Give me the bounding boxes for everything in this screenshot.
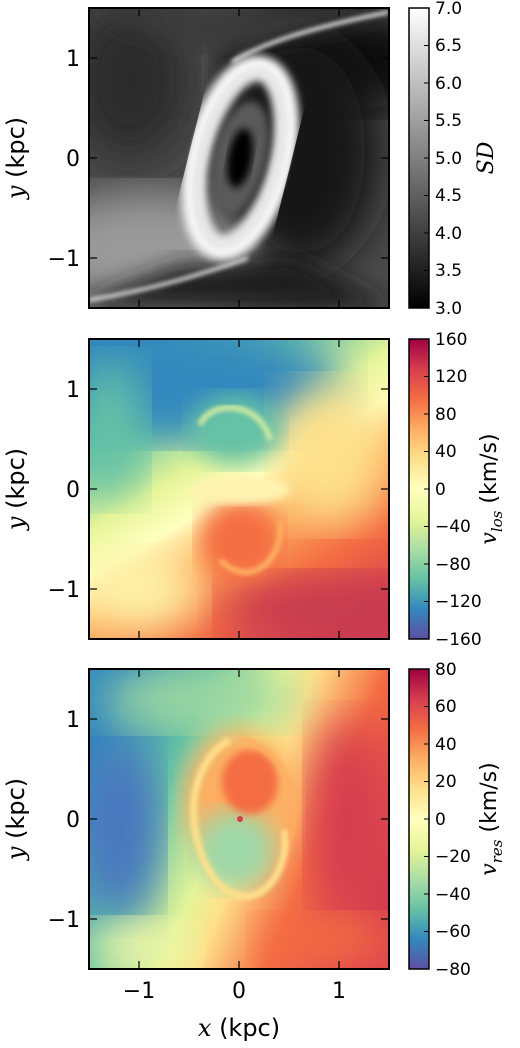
vlos-ytick-m1: −1 [48, 578, 80, 603]
sd-heatmap [89, 8, 389, 308]
sd-cbtick: 4.0 [435, 224, 462, 244]
vres-y-axis-label: y (kpc) [2, 778, 30, 861]
vres-xtick-1: 1 [332, 979, 346, 1004]
vlos-ytick-0: 0 [66, 478, 80, 503]
panel-vlos: 1 0 −1 y (kpc) 160 120 80 40 0 −40 −80 −… [2, 330, 506, 650]
vres-ticks [89, 669, 389, 969]
vlos-ticks [89, 339, 389, 639]
vres-xtick-m1: −1 [123, 979, 155, 1004]
vres-cbtick: −40 [435, 885, 471, 905]
vres-cbtick: 80 [435, 660, 457, 680]
sd-y-axis-label: y (kpc) [2, 117, 30, 200]
vres-cbtick: −20 [435, 847, 471, 867]
vres-heatmap [89, 669, 389, 969]
sd-cbtick: 6.5 [435, 36, 462, 56]
sd-ytick-1: 1 [66, 47, 80, 72]
vlos-cbtick: 80 [435, 405, 457, 425]
sd-cbtick: 6.0 [435, 74, 462, 94]
sd-cbtick: 4.5 [435, 186, 462, 206]
vlos-cbtick: 160 [435, 330, 467, 350]
sd-cbtick: 3.0 [435, 299, 462, 319]
vres-ytick-m1: −1 [48, 908, 80, 933]
vlos-cbtick: 40 [435, 442, 457, 462]
vres-cbtick: 0 [435, 810, 446, 830]
vlos-cbtick: −40 [435, 517, 471, 537]
vres-colorbar-label: vres (km/s) [477, 762, 506, 875]
vlos-colorbar: 160 120 80 40 0 −40 −80 −120 −160 vlos (… [408, 330, 506, 650]
vres-cbtick: −80 [435, 960, 471, 980]
vlos-y-axis-label: y (kpc) [2, 448, 30, 531]
vlos-cbtick: −120 [435, 592, 482, 612]
vres-cbtick: 40 [435, 735, 457, 755]
sd-colorbar-label: SD [474, 141, 499, 174]
panel-sd: 1 0 −1 y (kpc) 7.0 6.5 6.0 5.5 5.0 4.5 4… [2, 0, 499, 319]
vres-ytick-1: 1 [66, 708, 80, 733]
vlos-heatmap [89, 339, 389, 639]
vlos-cbtick: 0 [435, 480, 446, 500]
vres-colorbar: 80 60 40 20 0 −20 −40 −60 −80 vres (km/s… [408, 660, 506, 980]
vres-cbtick: 60 [435, 697, 457, 717]
sd-ytick-m1: −1 [48, 247, 80, 272]
vres-ytick-0: 0 [66, 808, 80, 833]
x-axis-label: x (kpc) [198, 1014, 280, 1042]
vres-cbtick: −60 [435, 922, 471, 942]
sd-cbtick: 3.5 [435, 261, 462, 281]
vlos-ytick-1: 1 [66, 378, 80, 403]
sd-cbtick: 5.5 [435, 111, 462, 131]
sd-colorbar: 7.0 6.5 6.0 5.5 5.0 4.5 4.0 3.5 3.0 SD [408, 0, 499, 319]
vlos-cbtick: −160 [435, 630, 482, 650]
vlos-colorbar-label: vlos (km/s) [477, 433, 506, 544]
sd-y-ticks [89, 8, 389, 308]
sd-cbtick: 5.0 [435, 149, 462, 169]
sd-cbtick: 7.0 [435, 0, 462, 19]
vlos-cbtick: −80 [435, 555, 471, 575]
vlos-cbtick: 120 [435, 367, 467, 387]
panel-vres: 1 0 −1 −1 0 1 y (kpc) x (kpc) 80 60 40 2… [2, 660, 506, 1042]
vres-xtick-0: 0 [232, 979, 246, 1004]
sd-ytick-0: 0 [66, 147, 80, 172]
vres-cbtick: 20 [435, 772, 457, 792]
